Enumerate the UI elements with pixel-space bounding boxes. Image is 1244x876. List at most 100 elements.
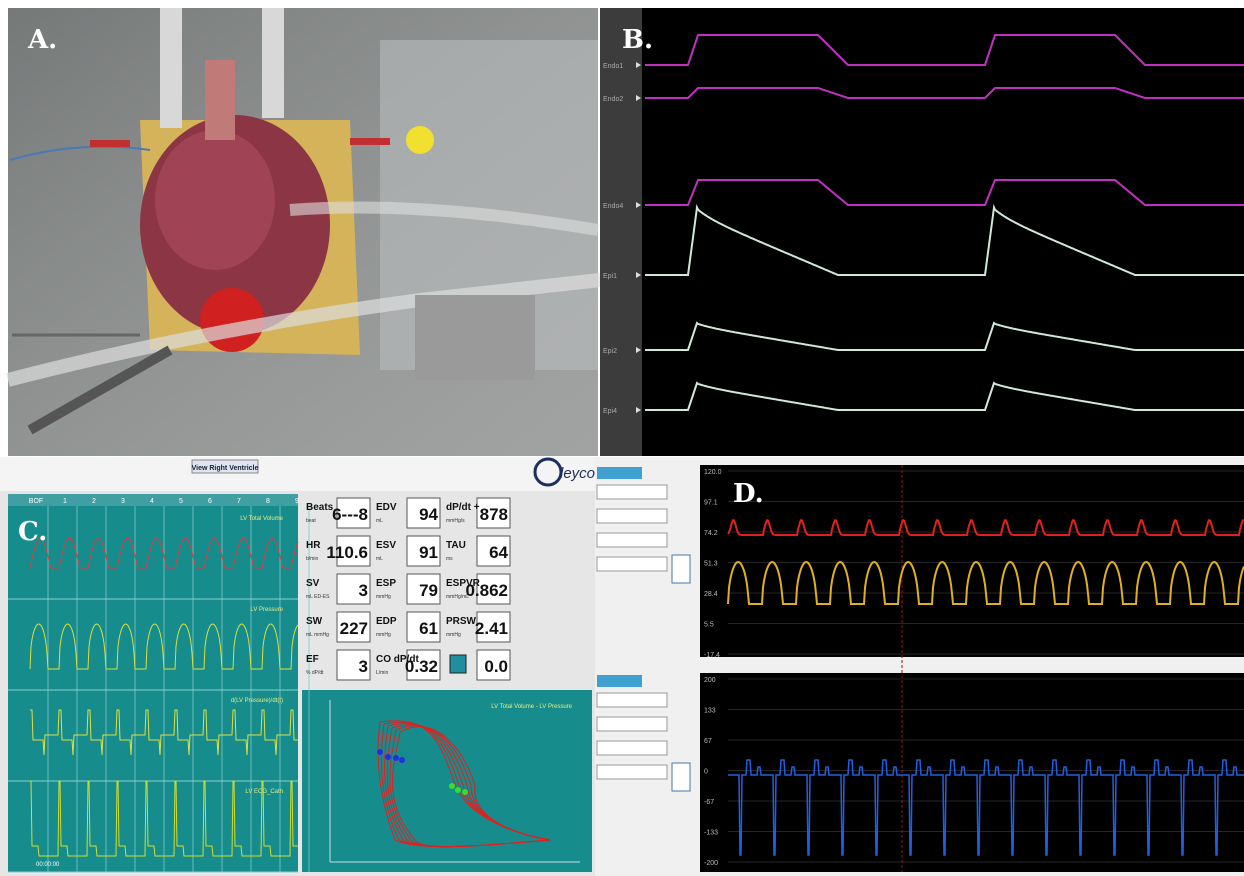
param-value: 91 [419,543,438,562]
y-tick-label: 51.3 [704,561,718,568]
waveform [727,518,1244,536]
param-value: 94 [419,505,438,524]
y-tick-label: 200 [704,677,716,684]
param-name: PRSW [446,616,477,627]
es-point [462,789,468,795]
y-tick-label: -200 [704,860,718,867]
channel-label: Endo4 [603,203,623,210]
param-value-box [336,535,371,567]
param-unit: mmHg [376,632,391,638]
waveform [645,179,1244,206]
channel-selector[interactable] [596,740,668,756]
param-name: ESP [376,578,396,589]
y-tick-label: 133 [704,708,716,715]
tab-label: 6 [208,498,212,505]
param-value-box [336,573,371,605]
tab-label: 9 [295,498,299,505]
param-value-box [336,611,371,643]
ed-point [399,757,405,763]
param-unit: mL [376,518,383,524]
ed-point [393,755,399,761]
param-icon [449,654,467,674]
channel-selector[interactable] [596,716,668,732]
param-value: 227 [340,619,368,638]
trace-area [8,506,298,872]
y-tick-label: 74.2 [704,530,718,537]
y-tick-label: -17.4 [704,652,720,659]
waveform [645,381,1244,411]
param-value-box [476,611,511,643]
y-tick-label: -67 [704,799,714,806]
waveform [29,623,299,670]
upper-chart [700,465,1244,657]
logo-mark [533,457,563,487]
channel-selector[interactable] [596,508,668,524]
panel-label: B. [622,25,653,55]
scale-button[interactable] [671,762,691,792]
y-tick-label: 120.0 [704,469,722,476]
toolbar-button[interactable] [191,459,259,474]
param-name: CO dP/dt [376,654,419,665]
tab-bar [8,494,298,506]
channel-label: Epi4 [603,408,617,415]
waveform [645,34,1244,66]
waveform [728,759,1244,856]
channel-strip [600,8,642,456]
trace-label: LV Total Volume [240,516,283,522]
tab-label: BOF [29,498,43,505]
param-unit: mL mmHg [306,632,329,638]
param-value-box [336,649,371,681]
param-value-box [476,573,511,605]
channel-label: Epi2 [603,348,617,355]
channel-marker [636,62,641,68]
param-unit: beat [306,518,316,524]
trace-label: LV Pressure [250,607,283,613]
param-value-box [406,573,441,605]
channel-marker [636,407,641,413]
param-unit: mmHg/mL [446,594,469,600]
ed-point [385,754,391,760]
tab-label: 2 [92,498,96,505]
param-value-box [476,497,511,529]
param-name: SV [306,578,320,589]
color-swatches [597,675,642,687]
param-value: 6---8 [332,505,368,524]
toolbar-button-label[interactable]: View Right Ventricle [192,465,259,472]
param-name: EDV [376,502,397,513]
panel-b-bg [600,8,1244,456]
param-unit: mL [376,556,383,562]
tab-label: 3 [121,498,125,505]
param-value: 3 [359,581,368,600]
param-value-box [406,611,441,643]
tab-label: 4 [150,498,154,505]
y-tick-label: 97.1 [704,500,718,507]
tab-label: 1 [63,498,67,505]
channel-selector[interactable] [596,692,668,708]
param-name: ESV [376,540,396,551]
y-tick-label: 0 [704,769,708,776]
channel-marker [636,272,641,278]
waveform [727,560,1244,605]
panel-label: D. [733,479,764,509]
waveform [645,203,1244,276]
channel-marker [636,202,641,208]
param-value: 878 [480,505,508,524]
loop-title: LV Total Volume - LV Pressure [491,704,572,710]
channel-selector[interactable] [596,556,668,572]
param-value: 0.0 [484,657,508,676]
param-unit: % dP/dt [306,670,324,676]
channel-selector[interactable] [596,484,668,500]
waveform [30,709,298,756]
param-name: TAU [446,540,466,551]
ed-point [377,749,383,755]
photo [6,8,601,456]
channel-selector[interactable] [596,532,668,548]
y-tick-label: 67 [704,738,712,745]
waveform [30,780,298,857]
tab-label: 5 [179,498,183,505]
channel-selector[interactable] [596,764,668,780]
scale-button[interactable] [671,554,691,584]
es-point [449,783,455,789]
channel-label: Endo2 [603,96,623,103]
param-name: EF [306,654,319,665]
